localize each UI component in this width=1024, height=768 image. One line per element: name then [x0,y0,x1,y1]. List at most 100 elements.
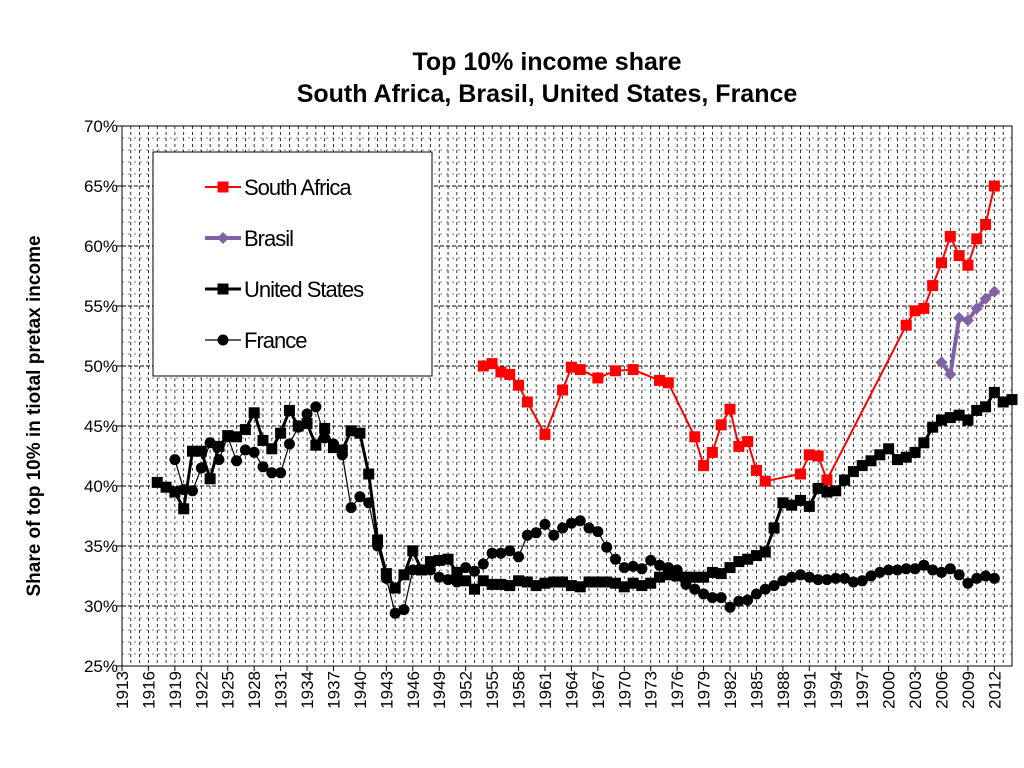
marker [927,421,939,433]
x-tick-label: 1973 [642,671,661,709]
legend-box [152,151,433,377]
y-tick-label: 35% [84,537,118,556]
marker [204,437,216,449]
marker [997,396,1009,408]
x-tick-label: 1970 [615,671,634,709]
marker [759,546,771,558]
x-tick-label: 1928 [245,671,264,709]
x-tick-label: 1967 [589,671,608,709]
legend-label: Brasil [244,226,293,251]
marker [195,462,207,474]
marker [812,482,824,494]
marker [363,497,375,509]
marker [795,569,807,581]
marker [936,257,948,269]
marker [865,455,877,467]
marker [733,556,745,568]
y-tick-label: 65% [84,177,118,196]
marker [565,517,577,529]
marker [856,460,868,472]
marker [574,364,586,376]
marker [530,527,542,539]
marker [618,581,630,593]
marker [283,438,295,450]
x-tick-label: 1976 [668,671,687,709]
marker [803,500,815,512]
x-tick-label: 1964 [562,671,581,709]
marker [874,449,886,461]
marker [759,475,771,487]
marker [724,562,736,574]
marker [971,233,983,245]
y-tick-label: 70% [84,117,118,136]
marker [812,574,824,586]
marker [715,568,727,580]
marker [477,558,489,570]
marker [169,454,181,466]
marker [372,540,384,552]
marker [565,580,577,592]
marker [504,545,516,557]
marker [301,408,313,420]
marker [742,436,754,448]
marker [698,588,710,600]
marker [865,570,877,582]
x-tick-label: 1997 [853,671,872,709]
marker [821,574,833,586]
marker [275,427,287,439]
marker [961,314,974,327]
marker [768,580,780,592]
marker [186,445,198,457]
marker [662,377,674,389]
marker [310,401,322,413]
x-tick-label: 1961 [536,671,555,709]
marker [988,285,1001,298]
marker [486,578,498,590]
marker [909,563,921,575]
marker [398,604,410,616]
marker [195,445,207,457]
marker [486,547,498,559]
marker [750,464,762,476]
marker [239,444,251,456]
marker [1006,394,1018,406]
x-tick-label: 1979 [695,671,714,709]
x-tick-label: 1985 [747,671,766,709]
y-tick-label: 55% [84,297,118,316]
x-tick-label: 2006 [933,671,952,709]
marker [442,553,454,565]
marker [706,592,718,604]
x-tick-label: 1946 [404,671,423,709]
marker [962,259,974,271]
marker [398,569,410,581]
marker [160,481,172,493]
y-tick-label: 60% [84,237,118,256]
marker [839,572,851,584]
marker [936,566,948,578]
marker [609,553,621,565]
marker [777,575,789,587]
x-tick-label: 1934 [298,671,317,709]
x-tick-label: 1913 [113,671,132,709]
marker [451,576,463,588]
marker [178,484,190,496]
marker [918,302,930,314]
marker [557,522,569,534]
chart-subtitle: South Africa, Brasil, United States, Fra… [297,80,798,108]
marker [962,577,974,589]
marker [513,575,525,587]
marker [442,574,454,586]
x-tick-label: 1949 [430,671,449,709]
legend-label: South Africa [244,175,352,200]
marker [900,319,912,331]
x-tick-label: 1937 [324,671,343,709]
marker [327,438,339,450]
x-tick-label: 1943 [377,671,396,709]
marker [689,583,701,595]
marker [336,449,348,461]
marker [970,302,983,315]
marker [169,486,181,498]
marker [574,581,586,593]
marker [627,364,639,376]
marker [416,564,428,576]
